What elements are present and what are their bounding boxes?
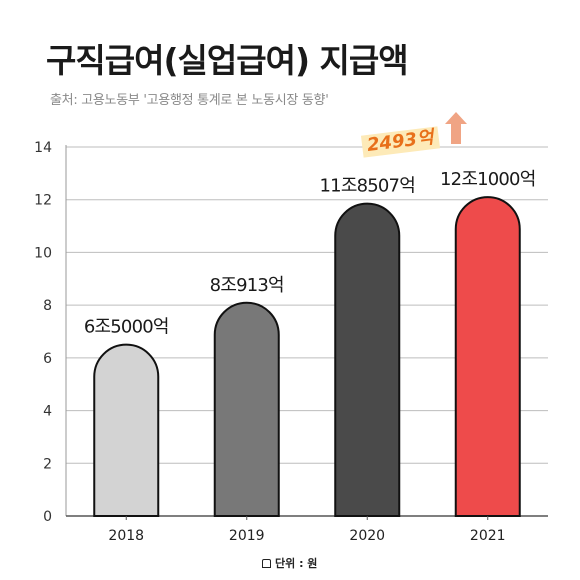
y-tick-label: 14 (34, 140, 52, 156)
bar (93, 343, 160, 517)
source-note: 출처: 고용노동부 '고용행정 통계로 본 노동시장 동향' (50, 93, 329, 108)
y-tick-label: 8 (43, 298, 52, 314)
y-tick-label: 2 (43, 456, 52, 472)
unit-label: 단위 : 원 (275, 557, 318, 570)
y-tick-label: 4 (43, 404, 52, 420)
data-label: 6조5000억 (84, 317, 169, 338)
unit-icon (262, 558, 271, 568)
chart-title: 구직급여(실업급여) 지급액 (46, 41, 409, 80)
bar (334, 202, 401, 517)
x-tick-label: 2021 (470, 528, 506, 544)
bar (213, 301, 280, 517)
x-tick-label: 2019 (229, 528, 265, 544)
data-label: 12조1000억 (440, 169, 535, 190)
x-tick-label: 2018 (108, 528, 144, 544)
x-tick-label: 2020 (349, 528, 385, 544)
up-arrow-icon (445, 112, 467, 144)
data-label: 8조913억 (210, 275, 284, 296)
data-label: 11조8507억 (320, 176, 415, 197)
y-tick-label: 10 (34, 245, 52, 261)
y-tick-label: 12 (34, 193, 52, 209)
unit-note: 단위 : 원 (262, 555, 317, 571)
y-tick-label: 6 (43, 351, 52, 367)
bar (454, 196, 521, 517)
y-tick-label: 0 (43, 509, 52, 525)
